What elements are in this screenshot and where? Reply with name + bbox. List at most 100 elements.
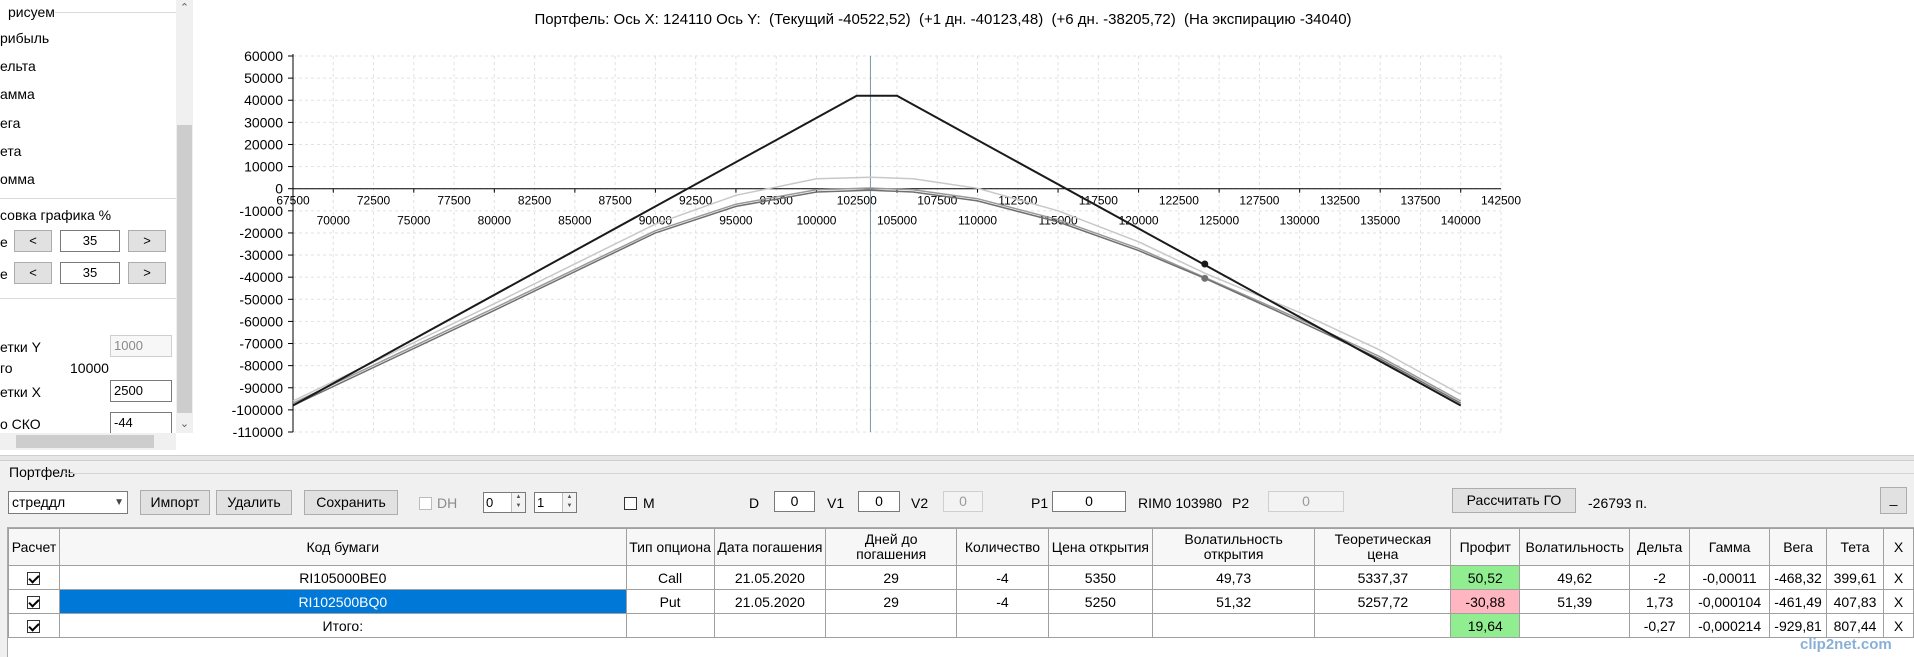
calculate-go-button[interactable]: Рассчитать ГО <box>1452 488 1576 513</box>
payoff-chart[interactable]: Портфель: Ось X: 124110 Ось Y: (Текущий … <box>193 0 1914 455</box>
column-header[interactable]: Цена открытия <box>1047 528 1153 566</box>
scale-row1-decrease-button[interactable]: < <box>14 230 52 252</box>
cell-profit[interactable]: -30,88 <box>1450 589 1521 614</box>
column-header[interactable]: Тета <box>1826 528 1884 566</box>
cell-open-price[interactable]: 5250 <box>1047 589 1153 614</box>
checkbox-checked-icon[interactable] <box>27 572 41 586</box>
column-header[interactable]: Расчет <box>8 528 60 566</box>
left-panel-horizontal-scrollbar[interactable] <box>0 433 176 450</box>
p1-input[interactable]: 0 <box>1052 491 1126 512</box>
calc-checkbox[interactable] <box>8 565 60 590</box>
grid-y-input[interactable]: 1000 <box>110 335 172 357</box>
check-vomma[interactable]: омма <box>0 171 35 187</box>
scale-row2-increase-button[interactable]: > <box>128 262 166 284</box>
m-checkbox[interactable] <box>624 497 637 510</box>
check-vega[interactable]: ега <box>0 115 21 131</box>
scrollbar-thumb[interactable] <box>16 435 154 448</box>
spin-arrows-icon[interactable]: ▲ ▼ <box>562 493 576 512</box>
scroll-up-icon[interactable]: ⌃ <box>179 2 190 14</box>
portfolio-select[interactable]: стреддл ▼ <box>8 491 128 514</box>
dh-checkbox[interactable] <box>419 497 432 510</box>
cell-qty[interactable]: -4 <box>956 589 1049 614</box>
cell-code[interactable]: RI102500BQ0 <box>58 589 627 614</box>
v2-input[interactable]: 0 <box>943 491 983 512</box>
cell-theta[interactable]: 399,61 <box>1826 565 1884 590</box>
column-header[interactable]: Код бумаги <box>58 528 627 566</box>
d-input[interactable]: 0 <box>774 491 815 512</box>
column-header[interactable]: Профит <box>1450 528 1521 566</box>
calc-checkbox[interactable] <box>8 589 60 614</box>
collapse-button[interactable]: _ <box>1880 487 1907 514</box>
table-row[interactable]: RI105000BE0 Call 21.05.2020 29 -4 5350 4… <box>8 565 1914 590</box>
cell-date[interactable]: 21.05.2020 <box>713 565 827 590</box>
scroll-down-icon[interactable]: ⌄ <box>179 418 190 430</box>
save-button[interactable]: Сохранить <box>304 490 398 515</box>
cell-theo-price[interactable]: 5337,37 <box>1314 565 1452 590</box>
positions-grid[interactable]: Расчет Код бумаги Тип опциона Дата погаш… <box>7 527 1914 657</box>
v1-input[interactable]: 0 <box>858 491 900 512</box>
cell-gamma[interactable]: -0,000104 <box>1689 589 1771 614</box>
delete-row-button[interactable]: X <box>1882 565 1914 590</box>
table-total-row[interactable]: Итого: 19,64 -0,27 -0,000214 -929,81 807… <box>8 613 1914 638</box>
chevron-down-icon[interactable]: ▼ <box>114 497 124 508</box>
import-button[interactable]: Импорт <box>140 490 210 515</box>
cell-gamma[interactable]: -0,00011 <box>1689 565 1771 590</box>
column-header[interactable]: Волатильность открытия <box>1151 528 1316 566</box>
column-header[interactable]: Дельта <box>1629 528 1691 566</box>
column-header[interactable]: Гамма <box>1689 528 1771 566</box>
cell-vol[interactable]: 49,62 <box>1519 565 1631 590</box>
column-header[interactable]: Тип опциона <box>625 528 715 566</box>
cell-open-vol[interactable]: 51,32 <box>1151 589 1316 614</box>
left-panel-vertical-scrollbar[interactable]: ⌃ ⌄ <box>176 0 193 433</box>
checkbox-checked-icon[interactable] <box>27 596 41 610</box>
spin-input-1[interactable]: 0 ▲ ▼ <box>483 492 526 513</box>
delete-row-button[interactable]: X <box>1882 613 1914 638</box>
grid-x-input[interactable]: 2500 <box>110 380 172 402</box>
chart-canvas[interactable]: 6000050000400003000020000100000-10000-20… <box>193 0 1914 455</box>
check-delta[interactable]: ельта <box>0 58 36 74</box>
splitter[interactable] <box>0 455 1914 461</box>
check-theta[interactable]: ета <box>0 143 22 159</box>
scale-row2-input[interactable]: 35 <box>60 262 120 284</box>
scale-row2-decrease-button[interactable]: < <box>14 262 52 284</box>
cell-profit[interactable]: 50,52 <box>1450 565 1521 590</box>
p2-input[interactable]: 0 <box>1268 491 1344 512</box>
scale-row1-input[interactable]: 35 <box>60 230 120 252</box>
cell-days[interactable]: 29 <box>825 565 958 590</box>
delete-row-button[interactable]: X <box>1882 589 1914 614</box>
cell-vega[interactable]: -468,32 <box>1769 565 1828 590</box>
column-header[interactable]: X <box>1882 528 1914 566</box>
column-header[interactable]: Вега <box>1769 528 1828 566</box>
checkbox-checked-icon[interactable] <box>27 620 41 634</box>
cell-vol[interactable]: 51,39 <box>1519 589 1631 614</box>
y-tick-label: -60000 <box>239 313 283 329</box>
check-profit[interactable]: рибыль <box>0 30 50 46</box>
column-header[interactable]: Дней до погашения <box>825 528 958 566</box>
cell-days[interactable]: 29 <box>825 589 958 614</box>
cell-open-vol[interactable]: 49,73 <box>1151 565 1316 590</box>
scrollbar-thumb[interactable] <box>177 125 192 413</box>
check-gamma[interactable]: амма <box>0 86 35 102</box>
calc-checkbox[interactable] <box>8 613 60 638</box>
cell-theta[interactable]: 407,83 <box>1826 589 1884 614</box>
column-header[interactable]: Теоретическая цена <box>1314 528 1452 566</box>
delete-button[interactable]: Удалить <box>216 490 292 515</box>
spin-arrows-icon[interactable]: ▲ ▼ <box>511 493 525 512</box>
cell-code[interactable]: RI105000BE0 <box>58 565 627 590</box>
column-header[interactable]: Волатильность <box>1519 528 1631 566</box>
cell-type[interactable]: Call <box>625 565 715 590</box>
cell-theo-price[interactable]: 5257,72 <box>1314 589 1452 614</box>
spin-input-2[interactable]: 1 ▲ ▼ <box>534 492 577 513</box>
table-row[interactable]: RI102500BQ0 Put 21.05.2020 29 -4 5250 51… <box>8 589 1914 614</box>
column-header[interactable]: Количество <box>956 528 1049 566</box>
cell-date[interactable]: 21.05.2020 <box>713 589 827 614</box>
column-header[interactable]: Дата погашения <box>713 528 827 566</box>
cell-delta[interactable]: 1,73 <box>1629 589 1691 614</box>
cell-vega[interactable]: -461,49 <box>1769 589 1828 614</box>
cell-type[interactable]: Put <box>625 589 715 614</box>
cell-delta[interactable]: -2 <box>1629 565 1691 590</box>
scale-row1-increase-button[interactable]: > <box>128 230 166 252</box>
cell-open-price[interactable]: 5350 <box>1047 565 1153 590</box>
sko-input[interactable]: -44 <box>110 412 172 434</box>
cell-qty[interactable]: -4 <box>956 565 1049 590</box>
